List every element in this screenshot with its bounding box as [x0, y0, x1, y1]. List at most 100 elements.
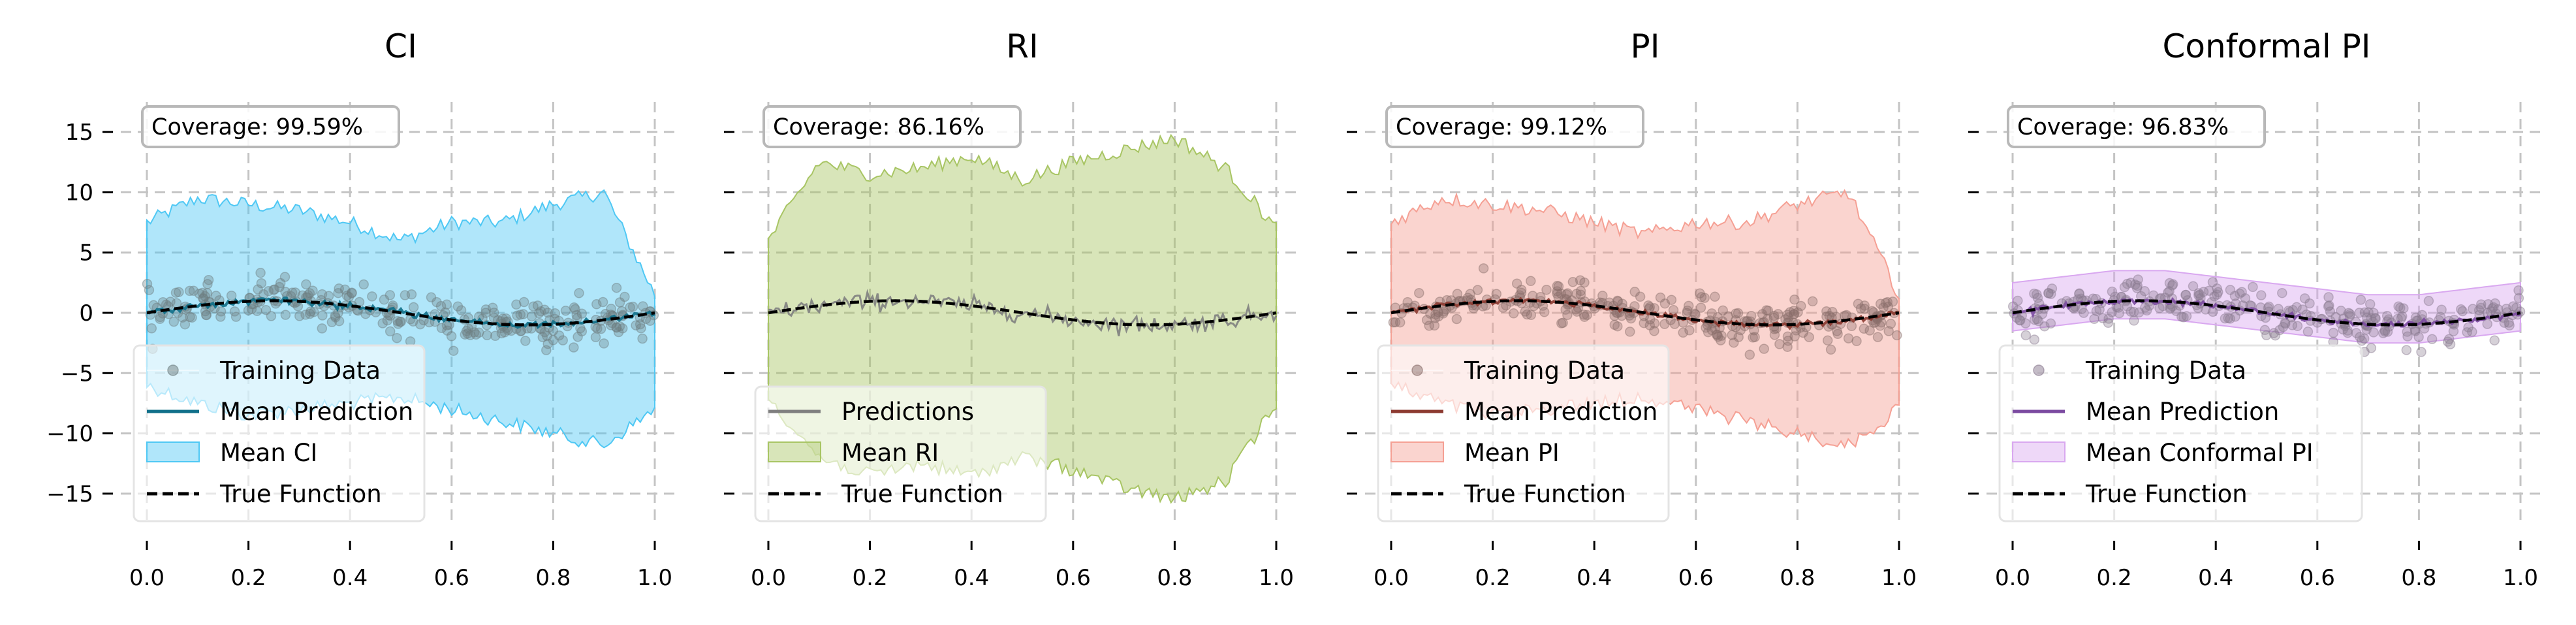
training-point: [463, 323, 474, 334]
training-point: [2097, 313, 2108, 324]
training-point: [2140, 302, 2150, 313]
training-point: [2366, 313, 2377, 323]
training-point: [520, 336, 531, 346]
x-tick-label: 0.6: [2300, 565, 2335, 591]
training-point: [1832, 326, 1842, 336]
training-point: [200, 310, 212, 320]
training-point: [1690, 309, 1701, 320]
x-tick-label: 0.4: [954, 565, 989, 591]
legend-marker-icon: [1411, 364, 1423, 376]
training-point: [440, 307, 450, 318]
training-point: [1556, 289, 1567, 299]
training-point: [317, 289, 328, 300]
training-point: [1782, 331, 1793, 342]
legend-label: Mean Conformal PI: [2086, 439, 2314, 467]
training-point: [1748, 332, 1758, 343]
training-point: [300, 310, 311, 320]
legend-box: [1377, 344, 1670, 522]
training-point: [487, 302, 498, 313]
training-point: [415, 319, 426, 330]
training-point: [526, 311, 537, 322]
training-point: [2032, 314, 2043, 325]
training-point: [1796, 300, 1806, 312]
training-point: [2013, 295, 2023, 306]
training-point: [2427, 334, 2438, 344]
training-point: [2474, 305, 2485, 315]
training-point: [155, 313, 165, 325]
training-point: [1733, 332, 1744, 342]
training-point: [309, 306, 319, 317]
training-point: [1827, 306, 1838, 317]
training-point: [599, 338, 609, 349]
training-point: [1723, 311, 1734, 322]
training-point: [2302, 327, 2314, 337]
training-point: [1629, 287, 1640, 297]
training-point: [574, 288, 584, 298]
training-point: [2393, 301, 2404, 312]
training-point: [605, 320, 616, 330]
training-point: [2259, 325, 2270, 336]
training-point: [2235, 288, 2245, 299]
training-point: [341, 291, 353, 301]
x-tick-label: 1.0: [1881, 565, 1917, 591]
training-point: [636, 323, 646, 334]
x-tick-label: 0.8: [1780, 565, 1815, 591]
training-point: [518, 296, 529, 308]
training-point: [263, 285, 274, 296]
training-point: [1452, 289, 1463, 299]
training-point: [292, 301, 304, 312]
training-point: [1712, 329, 1723, 340]
training-point: [511, 299, 522, 310]
y-tick-label: −10: [46, 421, 93, 447]
training-point: [2380, 327, 2391, 337]
legend-label: Mean PI: [1464, 439, 1560, 467]
training-point: [2237, 287, 2247, 297]
training-point: [1516, 284, 1527, 295]
training-point: [2033, 315, 2044, 327]
training-point: [2047, 283, 2058, 294]
training-point: [1701, 323, 1711, 333]
training-point: [1731, 308, 1741, 319]
training-point: [645, 315, 655, 326]
training-point: [2401, 345, 2412, 355]
training-point: [1659, 319, 1670, 329]
training-point: [1579, 310, 1589, 320]
training-point: [211, 291, 221, 301]
training-point: [142, 278, 153, 289]
training-point: [1552, 281, 1563, 291]
training-point: [2475, 302, 2487, 313]
training-point: [2278, 321, 2289, 332]
x-tick-label: 0.0: [751, 565, 786, 591]
training-point: [2456, 304, 2466, 315]
training-point: [2345, 309, 2355, 319]
training-point: [2462, 327, 2472, 338]
training-point: [442, 325, 452, 336]
training-point: [184, 285, 195, 296]
training-point: [252, 306, 262, 316]
training-point: [2119, 281, 2130, 293]
training-point: [2074, 288, 2084, 299]
training-point: [1689, 308, 1700, 319]
training-point: [1864, 325, 1875, 336]
training-point: [496, 328, 507, 339]
training-point: [1774, 339, 1785, 349]
training-point: [326, 317, 338, 328]
training-point: [330, 310, 341, 321]
training-point: [606, 304, 616, 314]
training-point: [1716, 335, 1726, 345]
training-point: [2413, 332, 2424, 342]
training-point: [144, 285, 155, 295]
training-point: [2122, 278, 2133, 289]
training-point: [317, 323, 328, 334]
training-point: [537, 332, 548, 343]
training-point: [1832, 329, 1843, 340]
training-point: [1571, 306, 1582, 317]
training-point: [1885, 319, 1896, 329]
legend-label: Mean Prediction: [220, 398, 413, 426]
training-point: [2488, 302, 2499, 313]
training-point: [1394, 317, 1406, 328]
training-point: [2487, 303, 2498, 313]
training-point: [1789, 294, 1800, 305]
training-point: [515, 310, 526, 320]
training-point: [1783, 336, 1793, 346]
